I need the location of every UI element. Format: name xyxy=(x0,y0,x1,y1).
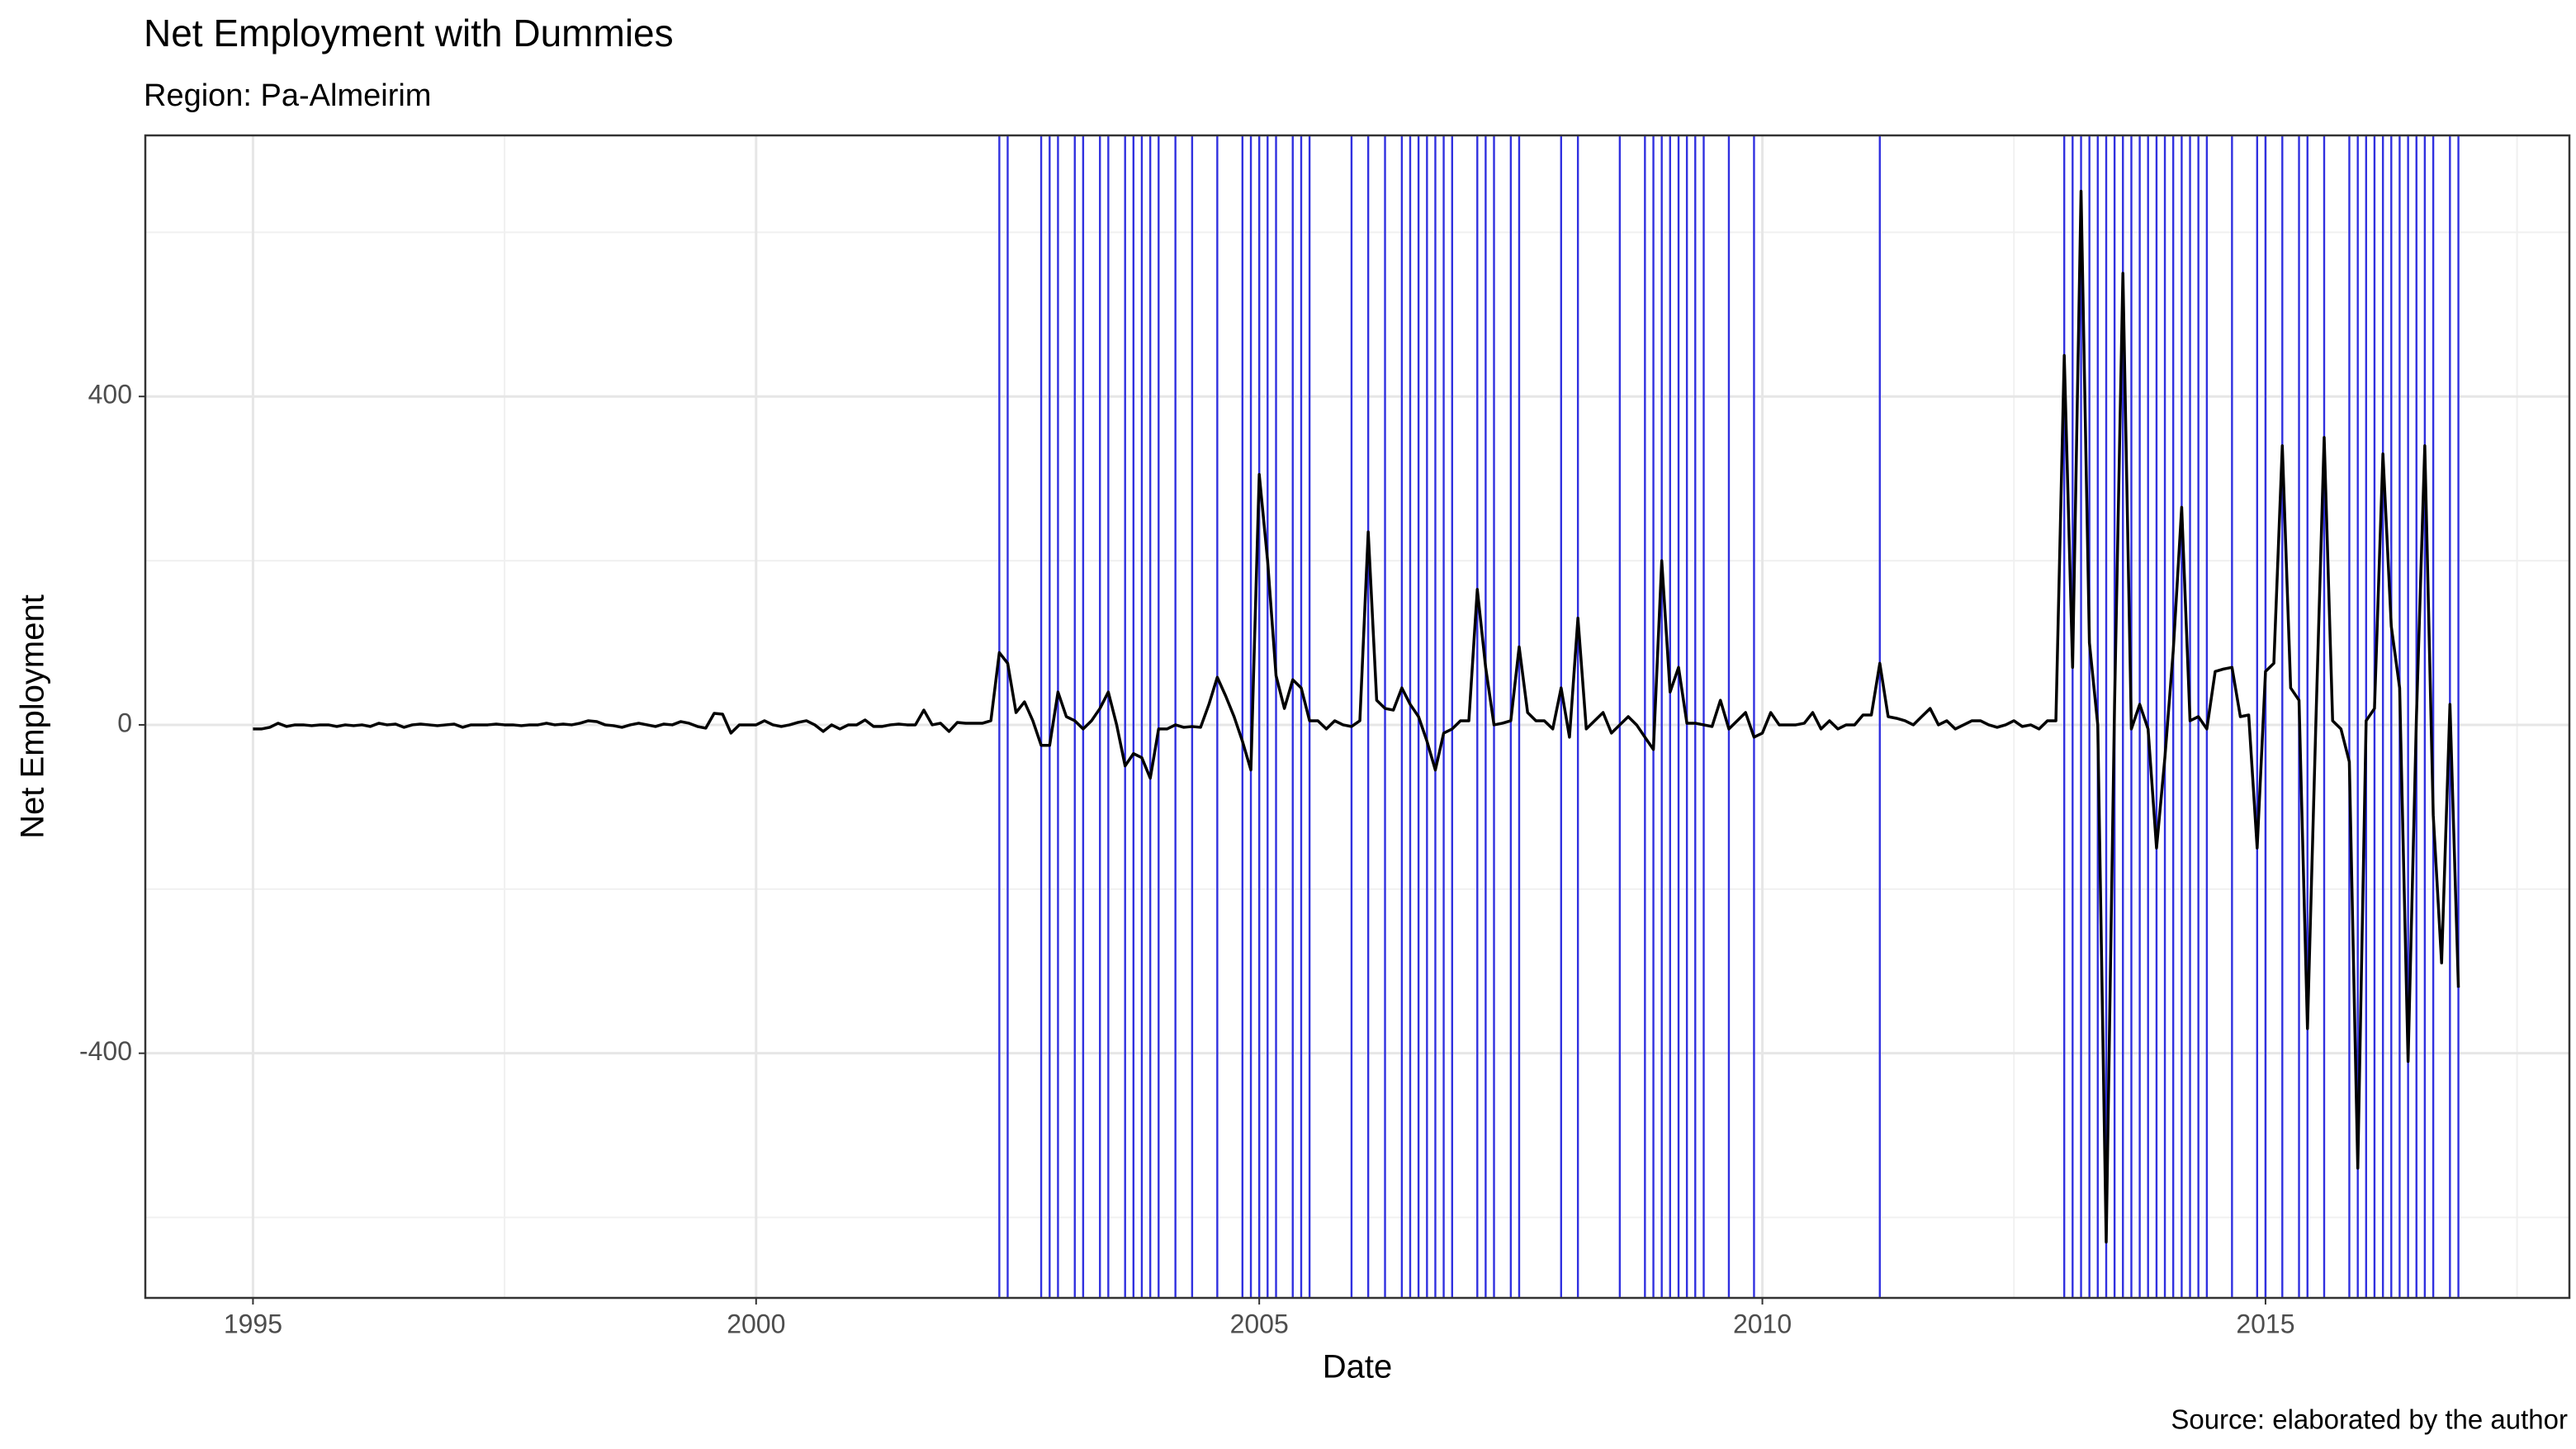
x-tick-label: 2015 xyxy=(2236,1309,2294,1338)
chart-title: Net Employment with Dummies xyxy=(144,12,674,54)
x-tick-label: 2010 xyxy=(1733,1309,1792,1338)
x-tick-label: 2000 xyxy=(727,1309,785,1338)
y-tick-label: 0 xyxy=(117,708,132,737)
series-line xyxy=(253,189,2460,1244)
chart-subtitle: Region: Pa-Almeirim xyxy=(144,78,431,113)
caption: Source: elaborated by the author xyxy=(2171,1404,2568,1435)
panel-border xyxy=(144,134,2571,1300)
y-axis-label: Net Employment xyxy=(15,594,51,839)
y-tick-label: -400 xyxy=(79,1036,132,1066)
x-tick-label: 1995 xyxy=(224,1309,282,1338)
x-tick-label: 2005 xyxy=(1230,1309,1289,1338)
y-tick-label: 400 xyxy=(88,380,132,410)
x-axis-label: Date xyxy=(1323,1349,1393,1385)
